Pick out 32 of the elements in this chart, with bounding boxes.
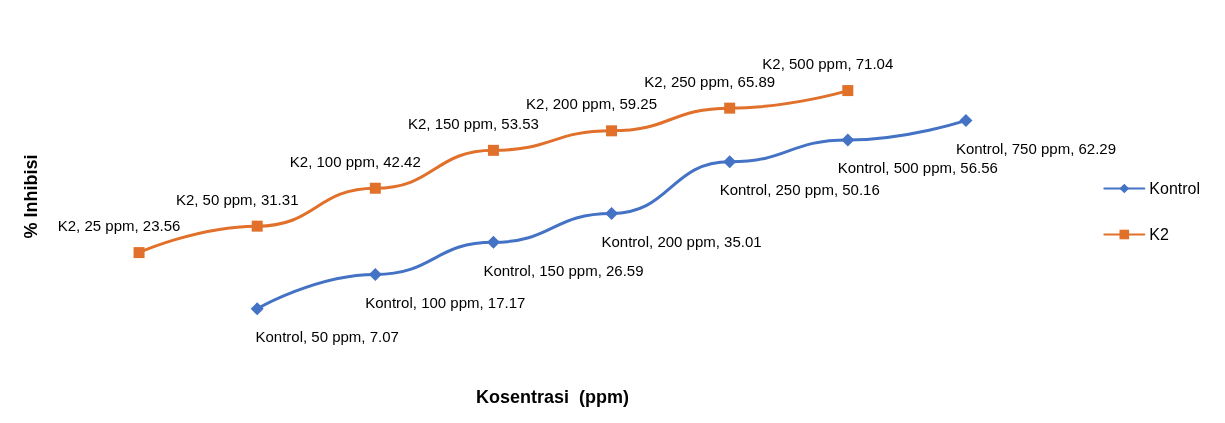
data-label: K2, 500 ppm, 71.04 <box>762 55 894 73</box>
point <box>369 182 381 194</box>
point <box>842 85 854 97</box>
data-label: Kontrol, 50 ppm, 7.07 <box>255 328 399 346</box>
point <box>368 267 382 281</box>
point <box>959 113 973 127</box>
point <box>723 155 737 169</box>
point <box>486 235 500 249</box>
point <box>133 247 145 259</box>
data-label: K2, 150 ppm, 53.53 <box>407 114 539 132</box>
legend-label: K2 <box>1149 226 1169 243</box>
data-label: Kontrol, 100 ppm, 17.17 <box>365 293 526 311</box>
data-label: K2, 50 ppm, 31.31 <box>175 190 299 208</box>
point <box>841 133 855 147</box>
y-axis-title: % Inhibisi <box>21 154 41 239</box>
point <box>250 302 264 316</box>
data-label: Kontrol, 500 ppm, 56.56 <box>837 159 998 177</box>
data-label: K2, 25 ppm, 23.56 <box>57 217 181 235</box>
data-label: Kontrol, 750 ppm, 62.29 <box>955 139 1116 157</box>
point <box>251 220 263 232</box>
data-label: Kontrol, 150 ppm, 26.59 <box>483 261 644 279</box>
data-label: K2, 100 ppm, 42.42 <box>289 152 421 170</box>
point <box>487 144 499 156</box>
point <box>724 102 736 114</box>
data-label: Kontrol, 250 ppm, 50.16 <box>719 181 880 199</box>
data-label: Kontrol, 200 ppm, 35.01 <box>601 233 762 251</box>
point <box>606 125 618 137</box>
data-label: K2, 200 ppm, 59.25 <box>526 95 658 113</box>
legend-label: Kontrol <box>1149 180 1201 197</box>
data-label: K2, 250 ppm, 65.89 <box>644 72 776 90</box>
point <box>605 207 619 221</box>
x-axis-title: Kosentrasi (ppm) <box>475 387 630 407</box>
